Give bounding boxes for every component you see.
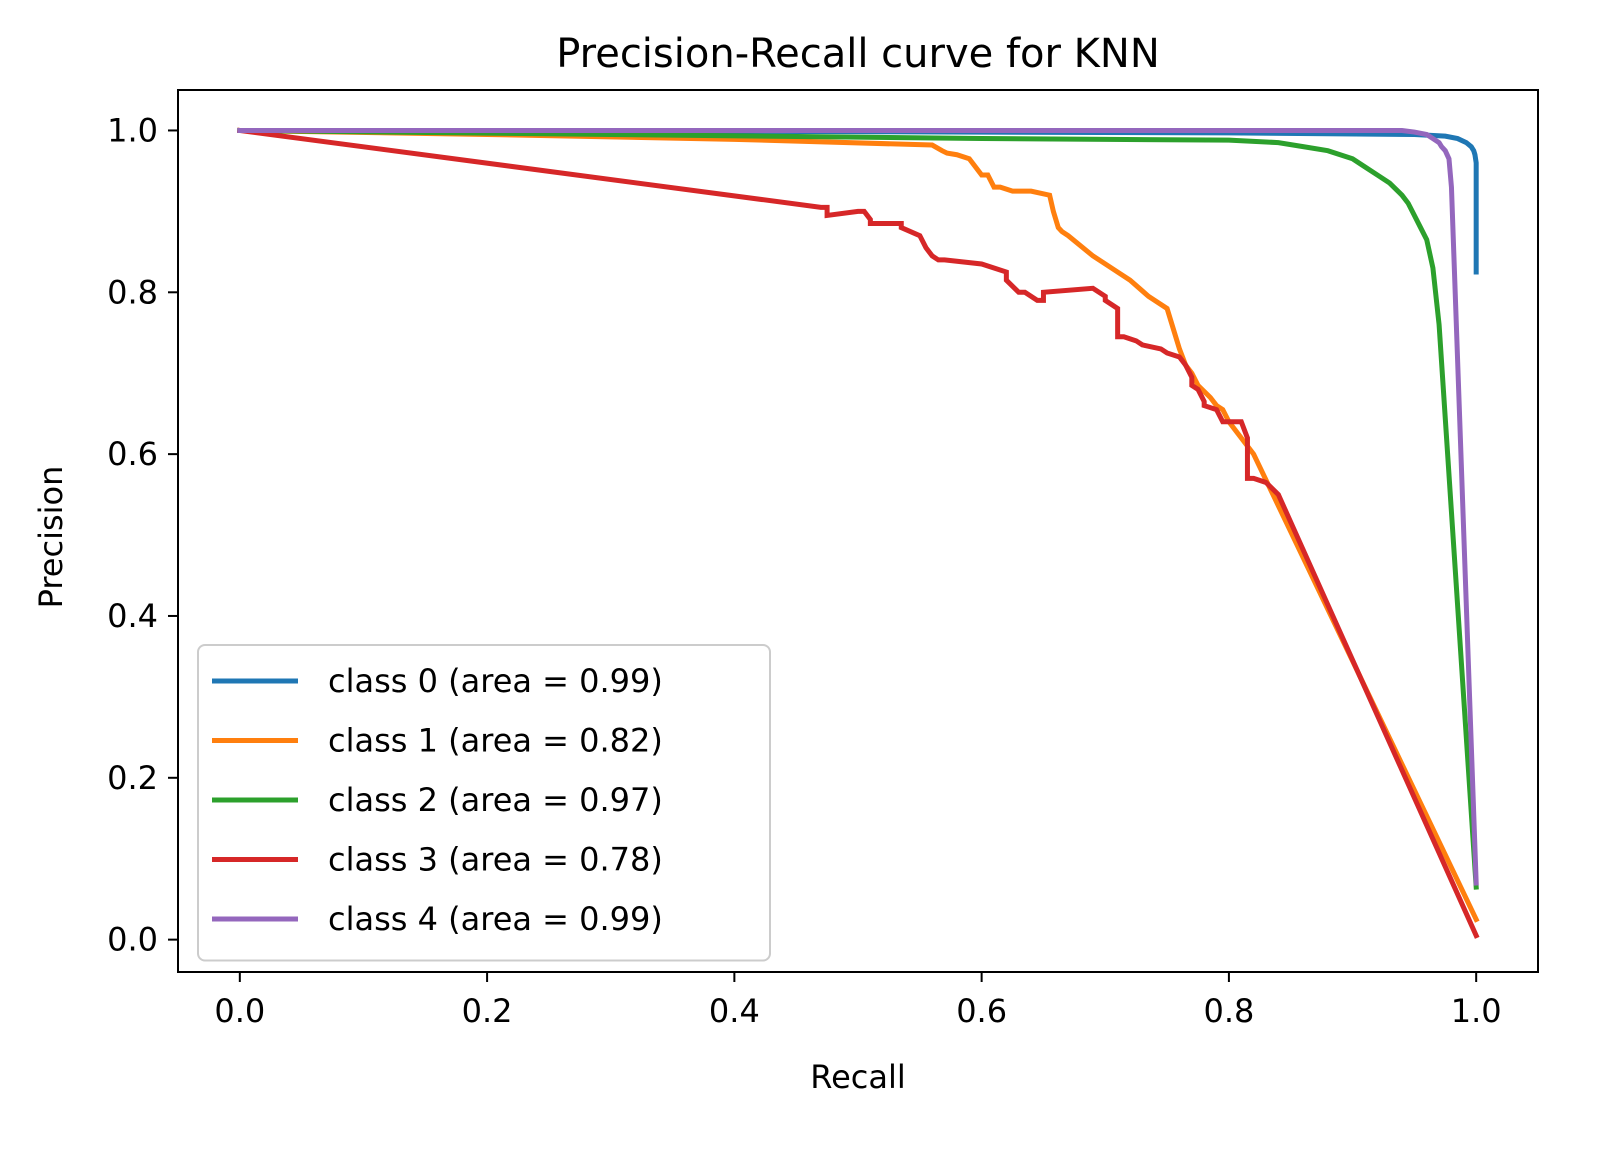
- legend-box: [197, 644, 771, 962]
- series-line-class-3: [237, 127, 1480, 939]
- legend: class 0 (area = 0.99) class 1 (area = 0.8…: [197, 644, 771, 962]
- chart-title: Precision-Recall curve for KNN: [556, 31, 1160, 77]
- y-tick-label: 1.0: [107, 111, 158, 149]
- x-tick-label: 0.8: [1203, 992, 1254, 1030]
- series-line-class-4: [237, 127, 1479, 886]
- x-tick-label: 0.0: [214, 992, 265, 1030]
- legend-label-class-0: class 0 (area = 0.99): [328, 662, 663, 700]
- y-tick-label: 0.2: [107, 759, 158, 797]
- x-axis-label: Recall: [810, 1058, 905, 1096]
- series-line-class-2: [237, 127, 1479, 890]
- x-tick-label: 0.2: [462, 992, 513, 1030]
- y-tick-label: 0.8: [107, 273, 158, 311]
- legend-label-class-1: class 1 (area = 0.82): [328, 722, 663, 760]
- y-tick-label: 0.6: [107, 435, 158, 473]
- legend-label-class-2: class 2 (area = 0.97): [328, 781, 663, 819]
- series-lines: [237, 127, 1480, 939]
- axes-frame: [177, 89, 1539, 973]
- plot-area: 0.0 0.2 0.4 0.6 0.8 1.0 0.0 0.2 0.4 0.6 0.8 1.0: [107, 89, 1539, 1030]
- x-tick-label: 0.6: [956, 992, 1007, 1030]
- series-line-class-1: [237, 127, 1480, 923]
- y-axis-label: Precision: [32, 466, 70, 609]
- legend-label-class-3: class 3 (area = 0.78): [328, 841, 663, 879]
- legend-label-class-4: class 4 (area = 0.99): [328, 900, 663, 938]
- x-tick-label: 1.0: [1451, 992, 1502, 1030]
- y-tick-label: 0.0: [107, 921, 158, 959]
- y-tick-label: 0.4: [107, 597, 158, 635]
- x-tick-label: 0.4: [709, 992, 760, 1030]
